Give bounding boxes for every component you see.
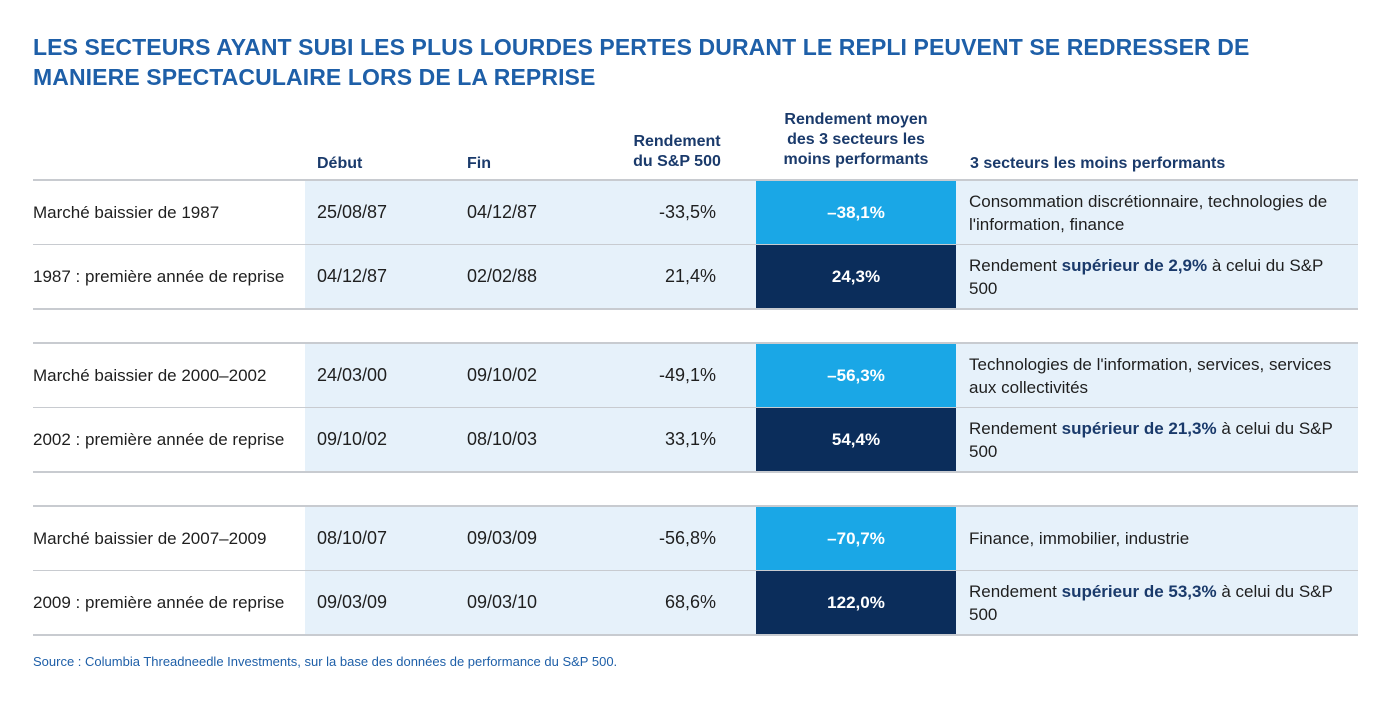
row-fin: 09/03/10 xyxy=(467,592,538,612)
header-sp-return: Rendement du S&P 500 xyxy=(606,132,748,172)
table-rule xyxy=(33,407,1358,408)
row-avg-return: –70,7% xyxy=(756,507,956,570)
sectors-text-post: à celui du S&P 500 xyxy=(969,255,1324,298)
sectors-text-post: à celui du S&P 500 xyxy=(969,418,1333,461)
row-band xyxy=(305,245,756,308)
header-sp-line-1: Rendement xyxy=(633,133,721,150)
row-label: 1987 : première année de reprise xyxy=(33,266,285,286)
row-sectors: Rendement supérieur de 21,3% à celui du … xyxy=(956,408,1358,471)
header-sp-line-2: du S&P 500 xyxy=(633,153,721,170)
table-row: 2009 : première année de reprise 09/03/0… xyxy=(33,571,1358,634)
row-label: Marché baissier de 1987 xyxy=(33,202,220,222)
row-sectors: Finance, immobilier, industrie xyxy=(956,507,1358,570)
row-fin: 09/03/09 xyxy=(467,528,538,548)
row-avg-return: 54,4% xyxy=(756,408,956,471)
table-rule xyxy=(33,244,1358,245)
row-sp-return: -49,1% xyxy=(658,365,716,385)
row-debut: 24/03/00 xyxy=(317,365,388,385)
table-row: Marché baissier de 2000–2002 24/03/00 09… xyxy=(33,344,1358,407)
title-line-1: LES SECTEURS AYANT SUBI LES PLUS LOURDES… xyxy=(33,34,1250,60)
sectors-text-pre: Rendement xyxy=(969,255,1062,275)
table-rule xyxy=(33,570,1358,571)
table-rule xyxy=(33,342,1358,344)
row-band xyxy=(305,408,756,471)
sectors-text-bold: supérieur de 21,3% xyxy=(1061,418,1217,438)
table-row: 1987 : première année de reprise 04/12/8… xyxy=(33,245,1358,308)
row-fin: 04/12/87 xyxy=(467,202,538,222)
header-debut: Début xyxy=(317,155,363,172)
row-label: Marché baissier de 2000–2002 xyxy=(33,365,267,385)
row-sp-return: -56,8% xyxy=(658,528,716,548)
row-band xyxy=(305,344,756,407)
row-debut: 08/10/07 xyxy=(317,528,388,548)
title-line-2: MANIERE SPECTACULAIRE LORS DE LA REPRISE xyxy=(33,64,596,90)
table-row: 2002 : première année de reprise 09/10/0… xyxy=(33,408,1358,471)
row-avg-return: 122,0% xyxy=(756,571,956,634)
row-avg-return: –56,3% xyxy=(756,344,956,407)
row-sectors: Rendement supérieur de 2,9% à celui du S… xyxy=(956,245,1358,308)
table-row: Marché baissier de 2007–2009 08/10/07 09… xyxy=(33,507,1358,570)
table-rule xyxy=(33,505,1358,507)
header-fin: Fin xyxy=(467,155,491,172)
table-rule xyxy=(33,634,1358,636)
row-sectors: Rendement supérieur de 53,3% à celui du … xyxy=(956,571,1358,634)
row-sp-return: 68,6% xyxy=(664,592,716,612)
source-note: Source : Columbia Threadneedle Investmen… xyxy=(33,654,618,669)
row-debut: 04/12/87 xyxy=(317,266,388,286)
row-label: 2009 : première année de reprise xyxy=(33,592,285,612)
row-band xyxy=(305,571,756,634)
row-fin: 09/10/02 xyxy=(467,365,538,385)
row-fin: 02/02/88 xyxy=(467,266,538,286)
row-debut: 25/08/87 xyxy=(317,202,388,222)
sectors-text-post: à celui du S&P 500 xyxy=(969,581,1333,624)
header-avg-return: Rendement moyen des 3 secteurs les moins… xyxy=(756,110,956,170)
row-debut: 09/03/09 xyxy=(317,592,388,612)
table-row: Marché baissier de 1987 25/08/87 04/12/8… xyxy=(33,181,1358,244)
table-rule xyxy=(33,308,1358,310)
row-fin: 08/10/03 xyxy=(467,429,538,449)
row-avg-return: –38,1% xyxy=(756,181,956,244)
row-sp-return: -33,5% xyxy=(658,202,716,222)
header-avg-line-3: moins performants xyxy=(783,151,929,168)
row-sp-return: 21,4% xyxy=(664,266,716,286)
table-rule xyxy=(33,471,1358,473)
header-avg-line-1: Rendement moyen xyxy=(784,111,928,128)
row-label: Marché baissier de 2007–2009 xyxy=(33,528,267,548)
row-debut: 09/10/02 xyxy=(317,429,388,449)
sectors-text-pre: Rendement xyxy=(969,418,1062,438)
row-sp-return: 33,1% xyxy=(664,429,716,449)
row-sectors: Consommation discrétionnaire, technologi… xyxy=(956,181,1358,244)
sectors-text-bold: supérieur de 2,9% xyxy=(1061,255,1208,275)
header-sectors: 3 secteurs les moins performants xyxy=(970,155,1226,172)
sectors-text-pre: Rendement xyxy=(969,581,1062,601)
row-band xyxy=(305,507,756,570)
header-avg-line-2: des 3 secteurs les xyxy=(787,131,925,148)
row-label: 2002 : première année de reprise xyxy=(33,429,285,449)
sectors-text-bold: supérieur de 53,3% xyxy=(1061,581,1217,601)
page-title: LES SECTEURS AYANT SUBI LES PLUS LOURDES… xyxy=(33,32,1373,92)
row-sectors: Technologies de l'information, services,… xyxy=(956,344,1358,407)
table-rule xyxy=(33,179,1358,181)
row-avg-return: 24,3% xyxy=(756,245,956,308)
row-band xyxy=(305,181,756,244)
